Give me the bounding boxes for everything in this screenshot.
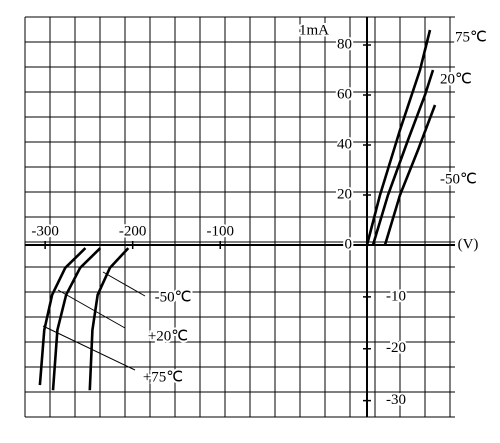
y-tick-label: 60: [337, 86, 352, 102]
y-tick-label: 0: [345, 236, 353, 252]
y-axis-label: 1mA: [299, 22, 329, 38]
leader-line: [57, 289, 126, 329]
y-tick-label: 20: [337, 186, 352, 202]
curve: [51, 247, 102, 391]
series-label: +75℃: [143, 369, 183, 385]
x-axis-label: (V): [458, 236, 479, 252]
series-label: 75℃: [455, 29, 487, 45]
y-tick-label: -20: [386, 340, 406, 356]
y-tick-label: -30: [386, 392, 406, 408]
y-tick-label: 80: [337, 36, 352, 52]
grid: [24, 16, 455, 418]
series-label: -50℃: [440, 171, 477, 187]
y-tick-label: -10: [386, 288, 406, 304]
series-label: 20℃: [440, 71, 472, 87]
y-tick-label: 40: [337, 136, 352, 152]
curve: [371, 69, 435, 246]
series-label: +20℃: [148, 328, 188, 344]
curve: [38, 247, 87, 386]
x-tick-label: -100: [206, 223, 234, 239]
curve: [88, 247, 130, 391]
x-tick-label: -200: [119, 223, 147, 239]
leader-line: [102, 271, 146, 297]
curve: [383, 104, 437, 246]
curve: [365, 29, 432, 246]
series-label: -50℃: [155, 289, 192, 305]
x-tick-label: -300: [31, 223, 59, 239]
